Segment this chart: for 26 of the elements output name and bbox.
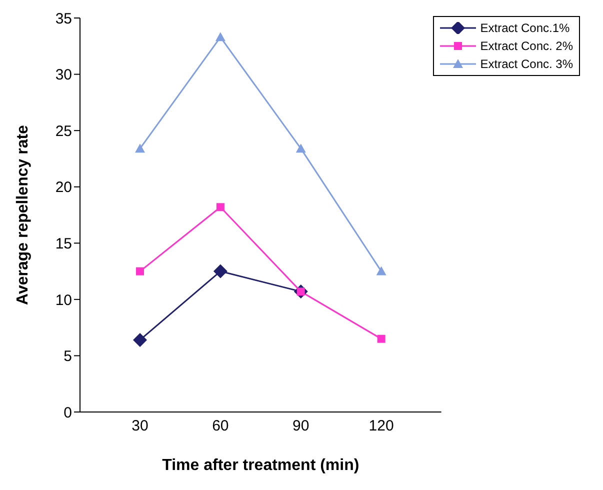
point [133,332,147,347]
legend-label: Extract Conc. 3% [480,57,573,71]
point [216,203,224,212]
y-tick-label: 5 [64,348,72,366]
x-tick-label: 120 [368,418,394,435]
legend-label: Extract Conc.1% [480,21,570,35]
y-tick-label: 0 [64,404,72,422]
x-axis-title: Time after treatment (min) [162,457,360,474]
y-tick-label: 35 [55,10,72,28]
point [136,267,144,276]
point [213,264,228,278]
x-tick-label: 30 [132,418,148,435]
y-axis-title: Average repellency rate [14,124,32,305]
point [135,144,145,153]
y-tick-label: 15 [55,235,72,252]
x-tick-label: 60 [212,418,229,435]
point [377,334,386,343]
y-tick-label: 20 [55,179,72,196]
y-tick-label: 10 [55,292,72,309]
point [215,32,226,42]
legend-label: Extract Conc. 2% [480,39,573,53]
y-tick-label: 30 [55,66,72,84]
point [376,266,386,276]
point [296,144,306,153]
y-tick-label: 25 [55,122,72,140]
x-tick-label: 90 [292,418,310,435]
